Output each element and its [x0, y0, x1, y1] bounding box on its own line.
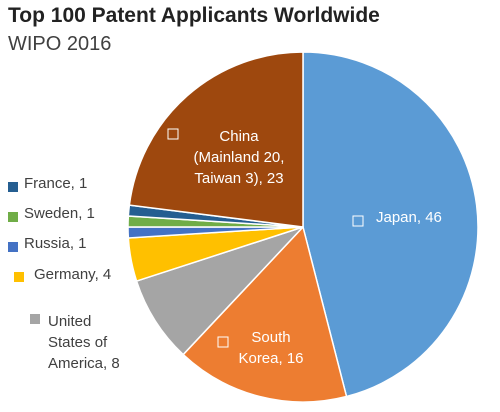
data-label-line: States of [48, 334, 108, 351]
data-label-line: United [48, 313, 91, 330]
data-label-line: Russia, 1 [24, 235, 87, 252]
data-label-line: Japan, 46 [376, 209, 442, 226]
data-label-russia: Russia, 1 [24, 235, 87, 252]
legend-marker-russia [8, 242, 18, 252]
chart-subtitle: WIPO 2016 [8, 33, 112, 55]
data-label-france: France, 1 [24, 175, 87, 192]
data-label-line: Taiwan 3), 23 [194, 170, 283, 187]
data-label-line: America, 8 [48, 355, 120, 372]
pie-slice-south-korea [182, 225, 348, 403]
legend-marker-japan [352, 215, 364, 227]
data-label-line: (Mainland 20, [194, 149, 285, 166]
data-label-line: Korea, 16 [238, 350, 303, 367]
legend-marker-united-states-of-america [30, 314, 40, 324]
legend-marker-germany [14, 272, 24, 282]
data-label-line: Germany, 4 [34, 266, 111, 283]
data-label-united-states-of-america: United States of America, 8 [48, 313, 120, 372]
data-label-line: China [219, 128, 259, 145]
data-label-line: South [251, 329, 290, 346]
chart-title: Top 100 Patent Applicants Worldwide [8, 4, 380, 27]
pie-labels: Japan, 46 South Korea, 16 United States of Am… [8, 128, 442, 372]
data-label-line: France, 1 [24, 175, 87, 192]
data-label-south-korea: South Korea, 16 [238, 329, 303, 367]
data-label-germany: Germany, 4 [34, 266, 111, 283]
pie-slice-china [128, 51, 304, 228]
pie-slices [127, 51, 479, 403]
data-label-japan: Japan, 46 [376, 209, 442, 226]
data-label-china: China (Mainland 20, Taiwan 3), 23 [194, 128, 285, 187]
legend-marker-china [167, 128, 179, 140]
legend-marker-sweden [8, 212, 18, 222]
data-label-sweden: Sweden, 1 [24, 205, 95, 222]
legend-marker-france [8, 182, 18, 192]
data-label-line: Sweden, 1 [24, 205, 95, 222]
pie-slice-japan [302, 51, 479, 398]
legend-marker-south-korea [217, 336, 229, 348]
